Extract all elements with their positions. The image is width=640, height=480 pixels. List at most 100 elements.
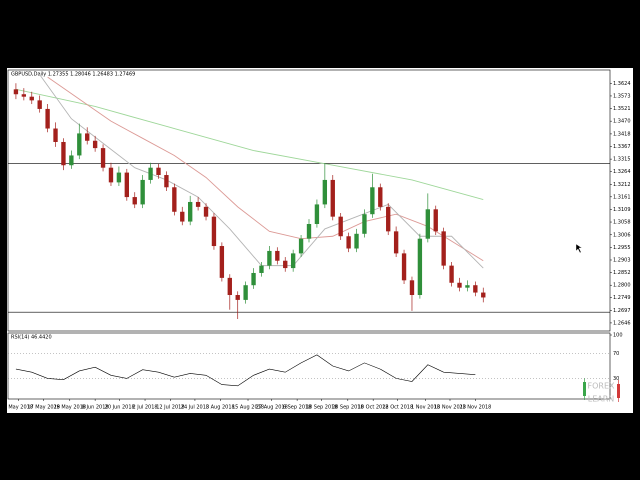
candle-body xyxy=(298,238,304,254)
moving-average xyxy=(47,76,484,262)
candle-body xyxy=(100,148,106,168)
x-tick-label: 27 Aug 2018 xyxy=(256,405,288,411)
x-tick-label: 6 Sep 2018 xyxy=(283,405,312,411)
candle-body xyxy=(330,179,335,217)
candle-body xyxy=(132,197,137,205)
mouse-cursor xyxy=(575,243,583,254)
watermark-text: LEARN xyxy=(588,395,615,404)
x-tick-label: 22 Oct 2018 xyxy=(382,405,413,411)
candle-body xyxy=(362,214,367,234)
x-tick-label: 29 May 2018 xyxy=(53,405,86,411)
x-tick-label: 13 Nov 2018 xyxy=(434,405,466,411)
y-tick-label: 1.2903 xyxy=(613,257,631,263)
y-tick-label: 1.2749 xyxy=(613,295,631,301)
candle-body xyxy=(37,100,42,109)
y-tick-label: 1.3573 xyxy=(613,93,631,99)
x-tick-label: 1 Nov 2018 xyxy=(411,405,440,411)
candle-body xyxy=(283,260,288,269)
x-tick-label: 10 Oct 2018 xyxy=(358,405,389,411)
candle-body xyxy=(314,204,320,225)
candle-body xyxy=(180,211,185,222)
candle-body xyxy=(45,108,50,129)
candle-body xyxy=(61,141,66,166)
candle-body xyxy=(211,216,217,247)
candle-body xyxy=(473,285,478,293)
x-tick-label: 28 Sep 2018 xyxy=(332,405,364,411)
candle-body xyxy=(275,250,280,261)
y-tick-label: 1.3367 xyxy=(613,144,631,150)
candle-body xyxy=(465,285,470,288)
candle-body xyxy=(290,253,296,269)
candle-body xyxy=(53,128,58,142)
x-tick-label: 20 Jun 2018 xyxy=(105,405,135,411)
candle-body xyxy=(156,167,161,176)
candle-body xyxy=(354,233,359,249)
candle-body xyxy=(13,89,19,95)
candle-body xyxy=(172,187,177,212)
watermark-text: FOREX xyxy=(588,382,616,391)
y-tick-label: 1.3212 xyxy=(613,182,631,188)
x-tick-label: 3 Aug 2018 xyxy=(206,405,235,411)
y-tick-label: 30 xyxy=(613,376,619,382)
candle-body xyxy=(457,282,462,288)
y-tick-label: 1.3058 xyxy=(613,220,631,226)
x-tick-label: 7 May 2018 xyxy=(4,405,33,411)
candle-body xyxy=(148,167,153,180)
y-tick-label: 1.2852 xyxy=(613,270,631,276)
candle-body xyxy=(77,133,82,156)
x-tick-label: 15 Aug 2018 xyxy=(232,405,264,411)
candle-body xyxy=(140,179,145,205)
y-tick-label: 1.3161 xyxy=(613,194,631,200)
candle-body xyxy=(116,172,122,183)
moving-average xyxy=(15,88,484,200)
x-tick-label: 23 Nov 2018 xyxy=(459,405,491,411)
rsi-title: RSI(14) 46.4420 xyxy=(11,335,52,341)
y-tick-label: 1.2646 xyxy=(613,320,631,326)
y-tick-label: 1.3109 xyxy=(613,207,631,213)
candle-body xyxy=(393,231,399,254)
candle-body xyxy=(417,238,423,296)
candle-body xyxy=(29,96,34,101)
candle-body xyxy=(409,280,415,296)
x-tick-label: 2 Jul 2018 xyxy=(132,405,157,411)
y-tick-label: 1.3624 xyxy=(613,81,631,87)
candle-body xyxy=(425,209,430,239)
candle-body xyxy=(251,272,256,286)
rsi-line xyxy=(15,354,476,387)
watermark-logo: FOREX LEARN xyxy=(583,378,620,404)
chart-title: GBPUSD,Daily 1.27355 1.28046 1.26483 1.2… xyxy=(11,72,135,78)
y-tick-label: 1.2955 xyxy=(613,245,631,251)
candle-body xyxy=(370,187,375,215)
candle-body xyxy=(449,265,454,283)
candle-body xyxy=(235,295,240,300)
y-tick-label: 1.2697 xyxy=(613,308,631,314)
x-tick-label: 8 Jun 2018 xyxy=(82,405,109,411)
candle-body xyxy=(481,292,486,298)
candle-body xyxy=(227,277,232,296)
y-tick-label: 1.3315 xyxy=(613,157,631,163)
candle-body xyxy=(188,201,193,222)
candle-body xyxy=(338,216,343,237)
main-panel xyxy=(7,69,611,332)
y-tick-label: 1.2800 xyxy=(613,283,631,289)
y-tick-label: 1.3006 xyxy=(613,232,631,238)
x-tick-label: 17 May 2018 xyxy=(27,405,60,411)
candle-body xyxy=(85,133,90,141)
y-tick-label: 1.3418 xyxy=(613,131,631,137)
candle-body xyxy=(164,175,169,188)
candle-body xyxy=(441,231,446,266)
candle-body xyxy=(267,250,272,266)
candle-body xyxy=(21,94,27,97)
y-tick-label: 1.3264 xyxy=(613,169,631,175)
candle-body xyxy=(346,236,351,249)
chart-window xyxy=(7,68,633,413)
y-tick-label: 1.3470 xyxy=(613,119,631,125)
candle-body xyxy=(306,224,312,239)
x-tick-label: 18 Sep 2018 xyxy=(306,405,338,411)
candle-body xyxy=(401,253,407,281)
rsi-panel xyxy=(7,332,611,400)
y-tick-label: 100 xyxy=(613,333,623,339)
x-tick-label: 24 Jul 2018 xyxy=(181,405,209,411)
candle-body xyxy=(378,187,383,207)
